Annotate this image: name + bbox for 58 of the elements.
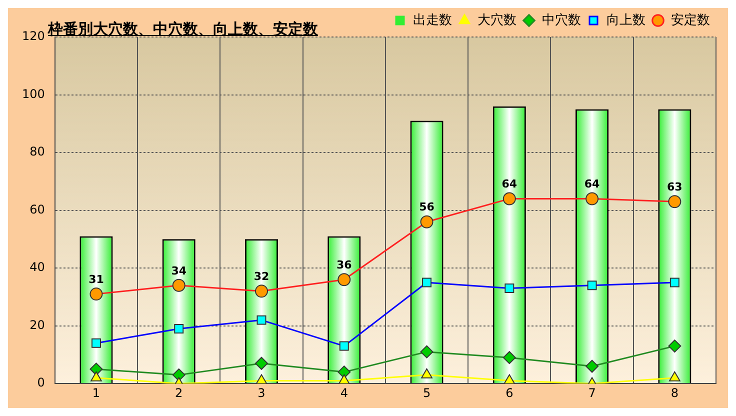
point bbox=[668, 195, 682, 208]
point bbox=[422, 278, 432, 288]
point bbox=[338, 374, 350, 384]
point bbox=[256, 315, 266, 325]
y-tick-label: 60 bbox=[30, 202, 45, 216]
point bbox=[420, 215, 434, 228]
point bbox=[254, 356, 268, 370]
y-tick-label: 20 bbox=[30, 318, 45, 332]
legend-label: 安定数 bbox=[671, 12, 710, 28]
data-label: 64 bbox=[502, 178, 518, 191]
data-label: 31 bbox=[88, 272, 104, 286]
point bbox=[339, 341, 349, 351]
y-tick-label: 100 bbox=[22, 86, 45, 101]
point bbox=[586, 360, 599, 373]
y-tick-label: 0 bbox=[37, 376, 45, 390]
point bbox=[254, 284, 268, 298]
y-tick-label: 120 bbox=[22, 29, 45, 44]
chart-title: 枠番別大穴数、中穴数、向上数、安定数 bbox=[48, 20, 318, 39]
legend-label: 向上数 bbox=[606, 12, 646, 28]
x-tick-label: 5 bbox=[422, 386, 431, 400]
point bbox=[587, 280, 597, 290]
point bbox=[670, 278, 680, 288]
point bbox=[338, 273, 351, 286]
x-tick-label: 4 bbox=[340, 386, 348, 400]
data-label: 32 bbox=[254, 270, 270, 284]
data-label: 36 bbox=[336, 258, 352, 272]
point bbox=[91, 338, 101, 348]
point bbox=[172, 278, 186, 292]
x-tick-label: 6 bbox=[506, 386, 514, 400]
point bbox=[174, 324, 184, 334]
point bbox=[421, 368, 432, 378]
y-tick-label: 80 bbox=[30, 144, 45, 159]
point bbox=[256, 374, 268, 384]
point bbox=[668, 371, 680, 382]
y-tick-label: 40 bbox=[30, 260, 45, 274]
point bbox=[504, 374, 516, 384]
x-tick-label: 3 bbox=[258, 386, 266, 400]
point bbox=[420, 345, 434, 358]
point bbox=[586, 192, 599, 206]
point bbox=[338, 366, 351, 379]
point bbox=[502, 351, 516, 364]
data-label: 64 bbox=[584, 178, 600, 191]
legend-label: 中穴数 bbox=[542, 12, 581, 28]
data-label: 63 bbox=[667, 180, 682, 194]
data-label: 34 bbox=[171, 264, 187, 278]
point bbox=[90, 362, 103, 376]
x-tick-label: 1 bbox=[92, 386, 100, 400]
data-label: 56 bbox=[419, 200, 435, 214]
legend-label: 出走数 bbox=[413, 12, 452, 28]
point bbox=[504, 284, 514, 294]
point bbox=[90, 371, 102, 382]
x-tick-label: 8 bbox=[670, 386, 678, 400]
x-tick-label: 2 bbox=[175, 386, 183, 400]
point bbox=[502, 192, 516, 206]
point bbox=[668, 340, 682, 353]
point bbox=[90, 288, 103, 301]
x-tick-label: 7 bbox=[588, 386, 596, 400]
legend-label: 大穴数 bbox=[478, 12, 516, 28]
